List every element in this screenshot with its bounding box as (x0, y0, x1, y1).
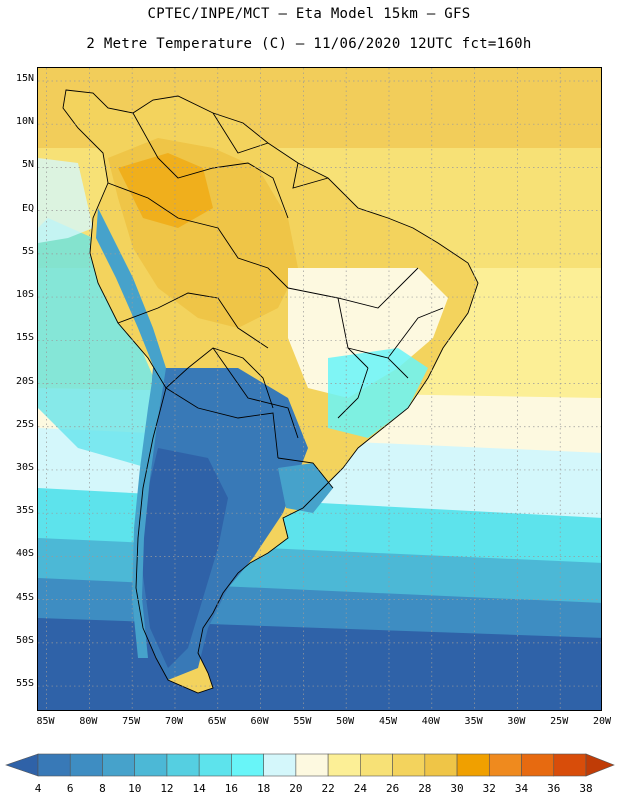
chart-title-line-1: CPTEC/INPE/MCT – Eta Model 15km – GFS (147, 6, 471, 22)
colorbar-cell (392, 753, 426, 777)
colorbar-cell (488, 753, 522, 777)
lat-tick-label: 10N (15, 116, 34, 128)
lat-tick-label: 35S (15, 505, 34, 517)
lat-tick-label: 25S (15, 418, 34, 430)
colorbar-arrow-low (5, 753, 39, 777)
colorbar-cell (295, 753, 329, 777)
lat-tick-label: 40S (15, 548, 34, 560)
colorbar-cell (424, 753, 458, 777)
lat-tick-label: 15N (15, 72, 34, 84)
colorbar-arrow-high (585, 753, 615, 777)
lon-tick-label: 20W (592, 716, 612, 727)
lon-tick-label: 30W (507, 716, 526, 727)
lat-tick-label: 15S (15, 332, 34, 344)
lon-tick-label: 50W (336, 716, 355, 727)
pacific-cyan-strip (38, 158, 93, 243)
lon-tick-label: 85W (36, 716, 55, 727)
lon-tick-label: 45W (378, 716, 398, 727)
colorbar-cell (360, 753, 393, 777)
country-borders (62, 89, 479, 694)
lat-tick-label: 10S (15, 289, 34, 301)
colorbar-cell (521, 753, 555, 777)
lat-tick-label: 50S (15, 634, 34, 646)
colorbar-tick-label: 14 (192, 782, 206, 795)
colorbar-cell (166, 753, 200, 777)
colorbar-cell (134, 753, 168, 777)
lat-tick-label: 30S (15, 461, 34, 473)
lat-tick-label: 55S (15, 678, 34, 690)
colorbar-cell (198, 753, 232, 777)
colorbar-cell (263, 753, 297, 777)
colorbar-tick-label: 38 (579, 782, 593, 795)
colorbar-cell (231, 753, 264, 777)
colorbar-tick-label: 20 (289, 782, 303, 795)
colorbar-cell (37, 753, 71, 777)
lat-tick-label: 20S (15, 375, 34, 387)
colorbar-cell (69, 753, 103, 777)
lon-tick-label: 60W (250, 716, 269, 727)
colorbar-tick-label: 8 (99, 782, 106, 795)
pacific-cool-current (38, 218, 168, 468)
lon-tick-label: 55W (293, 716, 312, 727)
lon-tick-label: 25W (550, 716, 569, 727)
land-cool-southeast (328, 348, 428, 438)
lat-tick-label: 45S (15, 591, 34, 603)
colorbar-cell (553, 753, 587, 777)
colorbar-tick-label: 34 (514, 782, 529, 795)
colorbar (5, 753, 615, 777)
colorbar-tick-label: 24 (353, 782, 367, 795)
chart-title-line-2: 2 Metre Temperature (C) – 11/06/2020 12U… (86, 36, 532, 52)
lat-tick-label: EQ (21, 202, 34, 214)
colorbar-cells (5, 753, 615, 777)
colorbar-cell (327, 753, 361, 777)
colorbar-tick-label: 10 (128, 782, 142, 795)
colorbar-tick-label: 18 (257, 782, 271, 795)
andes-strip (96, 208, 166, 658)
lon-tick-label: 70W (164, 716, 183, 727)
colorbar-tick-label: 4 (34, 782, 42, 795)
colorbar-tick-label: 22 (321, 782, 335, 795)
colorbar-tick-label: 28 (418, 782, 432, 795)
lon-tick-label: 80W (79, 716, 98, 727)
lon-tick-label: 75W (122, 716, 141, 727)
lon-tick-label: 35W (464, 716, 483, 727)
colorbar-tick-label: 32 (482, 782, 496, 795)
colorbar-cell (456, 753, 490, 777)
map-frame (37, 67, 602, 711)
land-colder-patagonia (142, 448, 228, 668)
colorbar-tick-label: 16 (224, 782, 239, 795)
land-hottest-core (118, 153, 213, 228)
lat-tick-label: 5S (21, 245, 34, 257)
colorbar-tick-label: 12 (160, 782, 174, 795)
uruguay-patch (278, 463, 333, 513)
lat-tick-label: 5N (21, 159, 34, 171)
colorbar-cell (102, 753, 136, 777)
lon-tick-label: 40W (421, 716, 440, 727)
colorbar-tick-label: 26 (385, 782, 400, 795)
grid-lines (38, 68, 601, 710)
colorbar-tick-label: 6 (66, 782, 74, 795)
colorbar-tick-label: 36 (547, 782, 561, 795)
lon-tick-label: 65W (207, 716, 226, 727)
temperature-map (38, 68, 601, 710)
colorbar-tick-label: 30 (450, 782, 464, 795)
